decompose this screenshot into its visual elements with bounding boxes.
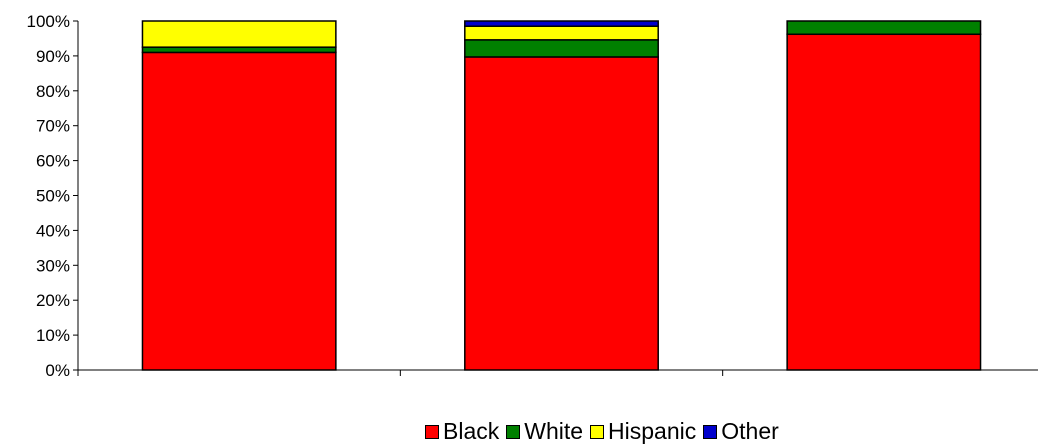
legend: Black White Hispanic Other [425,418,786,445]
legend-swatch-other [703,424,718,439]
y-tick-label: 100% [27,12,70,31]
y-tick-label: 50% [36,187,70,206]
y-tick-label: 40% [36,221,70,240]
bar-segment-hispanic [464,25,659,41]
bar-segment-black [464,56,659,371]
y-tick-label: 20% [36,291,70,310]
y-tick-label: 10% [36,326,70,345]
bars [141,20,982,371]
bar-segment-white [141,46,337,54]
bar-segment-white [464,39,659,58]
y-tick-label: 0% [45,361,70,380]
y-tick-label: 60% [36,152,70,171]
y-axis: 0% 10% 20% 30% 40% 50% 60% 70% 80% 90% 100% [27,12,79,380]
legend-item-white: White [506,418,583,445]
x-axis [77,369,1038,376]
legend-swatch-black [425,424,439,439]
bar-segment-hispanic [141,20,337,48]
legend-item-other: Other [703,418,779,445]
legend-label-other: Other [721,418,779,444]
y-tick-label: 70% [36,117,70,136]
y-tick-label: 30% [36,256,70,275]
legend-label-hispanic: Hispanic [608,418,697,444]
bar-segment-white [786,20,982,36]
legend-item-hispanic: Hispanic [590,418,696,445]
legend-swatch-hispanic [590,424,605,439]
y-tick-label: 90% [36,47,70,66]
legend-label-black: Black [443,418,500,444]
y-tick-label: 80% [36,82,70,101]
bar-segment-other [464,20,659,27]
bar-segment-black [786,33,982,371]
bar-segment-black [141,51,337,371]
legend-label-white: White [524,418,584,444]
legend-item-black: Black [425,418,499,445]
legend-swatch-white [506,424,521,439]
